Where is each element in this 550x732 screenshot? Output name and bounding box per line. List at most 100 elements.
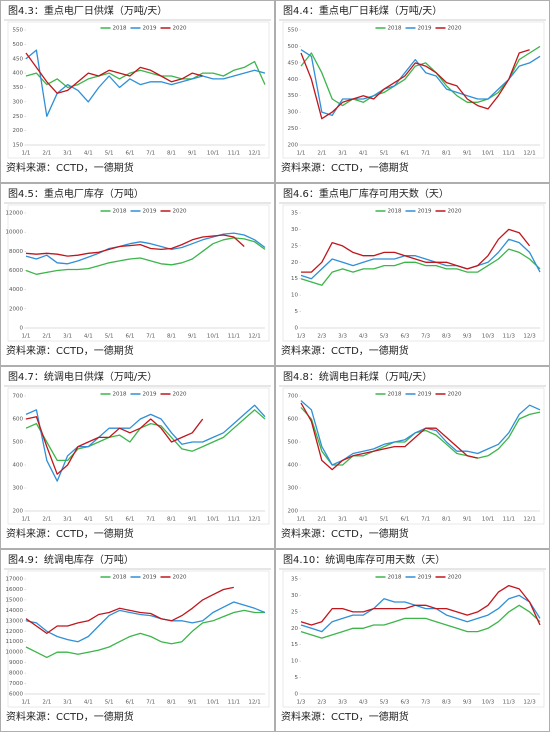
y-tick-label: 400 [13,463,24,469]
y-tick-label: 15 [291,276,298,282]
x-tick-label: 2/3 [317,700,326,706]
x-tick-label: 9/1 [188,517,197,523]
x-tick-label: 1/1 [297,517,306,523]
y-tick-label: 200 [13,509,24,515]
x-tick-label: 6/3 [400,700,409,706]
legend-label: 2019 [418,392,432,398]
legend-label: 2020 [173,392,187,398]
source-note: 资料来源：CCTD，一德期货 [6,527,134,540]
plot-frame [282,204,545,342]
y-tick-label: 4000 [9,287,23,293]
x-tick-label: 11/1 [228,334,240,340]
chart-title: 图4.6：重点电厂库存可用天数（天） [283,187,449,200]
x-tick-label: 6/1 [125,151,134,157]
x-tick-label: 9/1 [188,334,197,340]
legend-label: 2018 [113,209,127,215]
y-tick-label: 450 [288,60,299,66]
x-tick-label: 2/1 [42,517,51,523]
x-tick-label: 7/3 [421,700,430,706]
x-tick-label: 10/1 [207,700,219,706]
legend-label: 2019 [418,26,432,32]
x-tick-label: 2/3 [317,334,326,340]
x-tick-label: 4/1 [84,334,93,340]
chart-title: 图4.4：重点电厂日耗煤（万吨/天） [283,4,442,17]
y-tick-label: 300 [13,99,24,105]
x-tick-label: 8/3 [442,700,451,706]
series-line [300,49,530,120]
series-line [25,609,265,659]
y-tick-label: 550 [13,28,24,34]
y-tick-label: 10 [291,659,298,665]
x-tick-label: 9/1 [463,151,472,157]
x-tick-label: 5/3 [380,334,389,340]
chart-title: 图4.10：统调电库存可用天数（天） [283,553,445,566]
legend-label: 2018 [113,26,127,32]
x-tick-label: 6/1 [125,334,134,340]
y-tick-label: 200 [13,128,24,134]
x-tick-label: 7/3 [421,334,430,340]
legend-label: 2018 [388,575,402,581]
x-tick-label: 11/1 [228,517,240,523]
plot-frame [7,204,270,342]
x-tick-label: 11/1 [228,700,240,706]
x-tick-label: 11/1 [503,151,515,157]
chart-title: 图4.3：重点电厂日供煤（万吨/天） [8,4,167,17]
x-tick-label: 2/1 [42,151,51,157]
x-tick-label: 12/1 [248,334,260,340]
x-tick-label: 5/1 [380,151,389,157]
y-tick-label: 400 [13,71,24,77]
chart-title: 图4.9：统调电库存（万吨） [8,553,134,566]
y-tick-label: 30 [291,593,298,599]
legend-label: 2019 [418,209,432,215]
y-tick-label: 7000 [9,681,23,687]
y-tick-label: 13000 [6,618,24,624]
x-tick-label: 3/1 [338,517,347,523]
x-tick-label: 2/1 [317,151,326,157]
x-tick-label: 11/1 [503,517,515,523]
source-note: 资料来源：CCTD，一德期货 [281,344,409,357]
x-tick-label: 8/1 [167,517,176,523]
x-tick-label: 2/1 [42,334,51,340]
series-line [25,232,266,265]
x-tick-label: 4/1 [84,151,93,157]
x-tick-label: 1/1 [297,151,306,157]
x-tick-label: 9/1 [188,151,197,157]
x-tick-label: 3/1 [338,151,347,157]
y-tick-label: 8000 [9,671,23,677]
legend-label: 2019 [418,575,432,581]
chart-title: 图4.7：统调电日供煤（万吨/天） [8,370,157,383]
y-tick-label: 300 [288,110,299,116]
x-tick-label: 7/1 [421,517,430,523]
x-tick-label: 5/3 [380,700,389,706]
series-line [300,407,541,466]
series-line [300,402,478,471]
legend-label: 2018 [388,26,402,32]
y-tick-label: 30 [291,227,298,233]
legend-label: 2020 [173,209,187,215]
series-line [300,594,541,633]
y-tick-label: 300 [288,486,299,492]
y-tick-label: 12000 [6,211,24,217]
series-line [25,49,266,117]
y-tick-label: 0 [20,326,24,332]
series-line [300,45,541,107]
x-tick-label: 9/1 [188,700,197,706]
x-tick-label: 6/1 [125,700,134,706]
x-tick-label: 11/3 [503,334,516,340]
legend-label: 2018 [113,575,127,581]
y-tick-label: 25 [291,609,298,615]
x-tick-label: 2/1 [317,517,326,523]
plot-frame [282,21,545,159]
x-tick-label: 12/1 [248,151,260,157]
y-tick-label: 500 [288,44,299,50]
y-tick-label: 5 [295,675,299,681]
x-tick-label: 11/1 [228,151,240,157]
y-tick-label: 400 [288,463,299,469]
y-tick-label: 12000 [6,629,24,635]
legend-label: 2019 [143,392,157,398]
y-tick-label: 500 [288,440,299,446]
y-tick-label: 250 [288,126,299,132]
series-line [300,49,541,117]
y-tick-label: 15 [291,642,298,648]
